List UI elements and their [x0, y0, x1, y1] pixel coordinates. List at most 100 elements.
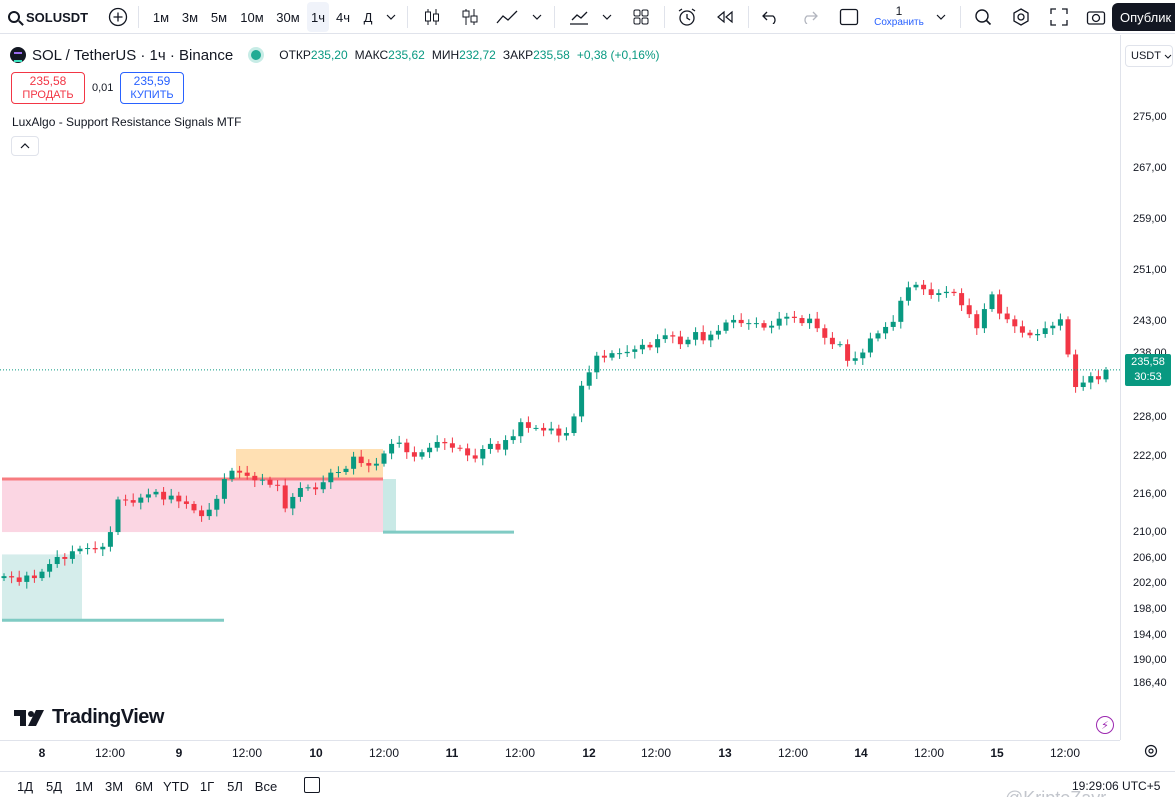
- compare-symbol-button[interactable]: [106, 0, 130, 34]
- utc-clock[interactable]: 19:29:06 UTC+5: [1072, 779, 1161, 793]
- market-status-icon[interactable]: [251, 50, 262, 60]
- alert-button[interactable]: [672, 0, 702, 34]
- range-button[interactable]: 5Л: [227, 779, 243, 794]
- range-button[interactable]: Все: [254, 779, 278, 794]
- candle: [1057, 313, 1063, 331]
- candle: [130, 493, 136, 507]
- indicators-button[interactable]: [455, 0, 485, 34]
- range-button[interactable]: 1М: [74, 779, 94, 794]
- snapshot-button[interactable]: [1082, 0, 1110, 34]
- chart-type-dropdown[interactable]: [528, 0, 546, 34]
- buy-button[interactable]: 235,59 КУПИТЬ: [120, 72, 184, 104]
- time-label: 12:00: [231, 746, 263, 760]
- publish-button[interactable]: Опублик: [1112, 3, 1175, 31]
- symbol-search-button[interactable]: SOLUSDT: [8, 0, 88, 34]
- candle: [708, 330, 714, 348]
- layouts-button[interactable]: [626, 0, 656, 34]
- candle-body: [351, 456, 357, 469]
- price-scale[interactable]: 275,00267,00259,00251,00243,00238,00228,…: [1120, 35, 1175, 740]
- candle: [913, 281, 919, 291]
- range-button[interactable]: 1Г: [199, 779, 215, 794]
- candle: [617, 348, 623, 359]
- candle-body: [829, 337, 835, 345]
- candle-body: [358, 456, 364, 464]
- collapse-legend-button[interactable]: [11, 136, 39, 156]
- currency-select[interactable]: USDT: [1125, 45, 1173, 67]
- candles-style-button[interactable]: [417, 0, 447, 34]
- interval-1d[interactable]: Д: [363, 9, 373, 25]
- candle-body: [191, 503, 197, 511]
- candle-body: [883, 326, 889, 334]
- tradingview-mark-icon: [14, 709, 44, 726]
- chart-type-line-button[interactable]: [492, 0, 522, 34]
- candle: [297, 482, 303, 502]
- candle-body: [153, 491, 159, 495]
- candle-body: [723, 322, 729, 331]
- candle: [852, 351, 858, 365]
- candle-body: [62, 556, 68, 559]
- gear-icon: [1013, 8, 1029, 26]
- interval-1m[interactable]: 1м: [152, 9, 170, 25]
- financials-dropdown[interactable]: [598, 0, 616, 34]
- interval-4h[interactable]: 4ч: [335, 9, 350, 25]
- save-dropdown[interactable]: [932, 0, 950, 34]
- candle-body: [784, 316, 790, 319]
- candle-body: [168, 495, 174, 500]
- symbol-title[interactable]: SOL / TetherUS · 1ч · Binance: [32, 46, 234, 64]
- interval-5m[interactable]: 5м: [210, 9, 228, 25]
- save-layout-button[interactable]: 1 Сохранить: [868, 0, 930, 34]
- candle: [1035, 329, 1041, 342]
- candle: [138, 493, 144, 510]
- candle-body: [525, 422, 531, 428]
- interval-dropdown[interactable]: [382, 0, 400, 34]
- candle-body: [381, 453, 387, 464]
- close-value: 235,58: [533, 48, 570, 62]
- price-label: 190,00: [1133, 654, 1167, 667]
- candles-series: [1, 279, 1109, 589]
- save-label: Сохранить: [874, 17, 924, 28]
- candle: [579, 380, 585, 423]
- candle-body: [655, 339, 661, 348]
- candle: [632, 345, 638, 359]
- candle-body: [518, 422, 524, 437]
- time-scale[interactable]: 8 12:00 9 12:00 10 12:00 11 12:00 12 12:00 13 12:00…: [0, 740, 1120, 768]
- candle: [997, 289, 1003, 320]
- candle: [670, 331, 676, 344]
- redo-button[interactable]: [794, 0, 824, 34]
- candle: [396, 435, 402, 448]
- layout-box-button[interactable]: [834, 0, 864, 34]
- interval-30m[interactable]: 30м: [276, 9, 300, 25]
- range-button[interactable]: 5Д: [45, 779, 63, 794]
- calendar-icon[interactable]: [304, 777, 320, 793]
- quick-search-button[interactable]: [968, 0, 998, 34]
- candle: [419, 449, 425, 460]
- settings-button[interactable]: [1006, 0, 1036, 34]
- replay-button[interactable]: [710, 0, 740, 34]
- candle-body: [761, 323, 767, 328]
- candle: [814, 311, 820, 333]
- candle: [867, 332, 873, 358]
- fullscreen-button[interactable]: [1044, 0, 1074, 34]
- candle-body: [85, 548, 91, 550]
- indicator-title[interactable]: LuxAlgo - Support Resistance Signals MTF: [12, 115, 242, 129]
- candle-body: [328, 472, 334, 483]
- undo-button[interactable]: [756, 0, 786, 34]
- candle: [761, 320, 767, 331]
- interval-10m[interactable]: 10м: [240, 9, 264, 25]
- range-button[interactable]: 1Д: [16, 779, 34, 794]
- range-button[interactable]: 6М: [134, 779, 154, 794]
- candle: [183, 495, 189, 509]
- tradingview-logo[interactable]: TradingView: [14, 706, 164, 729]
- interval-1h[interactable]: 1ч: [307, 2, 329, 32]
- range-button[interactable]: YTD: [163, 779, 189, 794]
- lightning-icon[interactable]: ⚡: [1096, 716, 1114, 734]
- candle-body: [609, 353, 615, 358]
- candle-body: [434, 441, 440, 448]
- range-button[interactable]: 3М: [104, 779, 124, 794]
- alarm-clock-icon: [678, 8, 696, 26]
- financials-button[interactable]: [564, 0, 594, 34]
- scale-settings-icon[interactable]: [1143, 743, 1159, 759]
- sell-button[interactable]: 235,58 ПРОДАТЬ: [11, 72, 85, 104]
- price-chart[interactable]: [0, 35, 1120, 740]
- interval-3m[interactable]: 3м: [181, 9, 199, 25]
